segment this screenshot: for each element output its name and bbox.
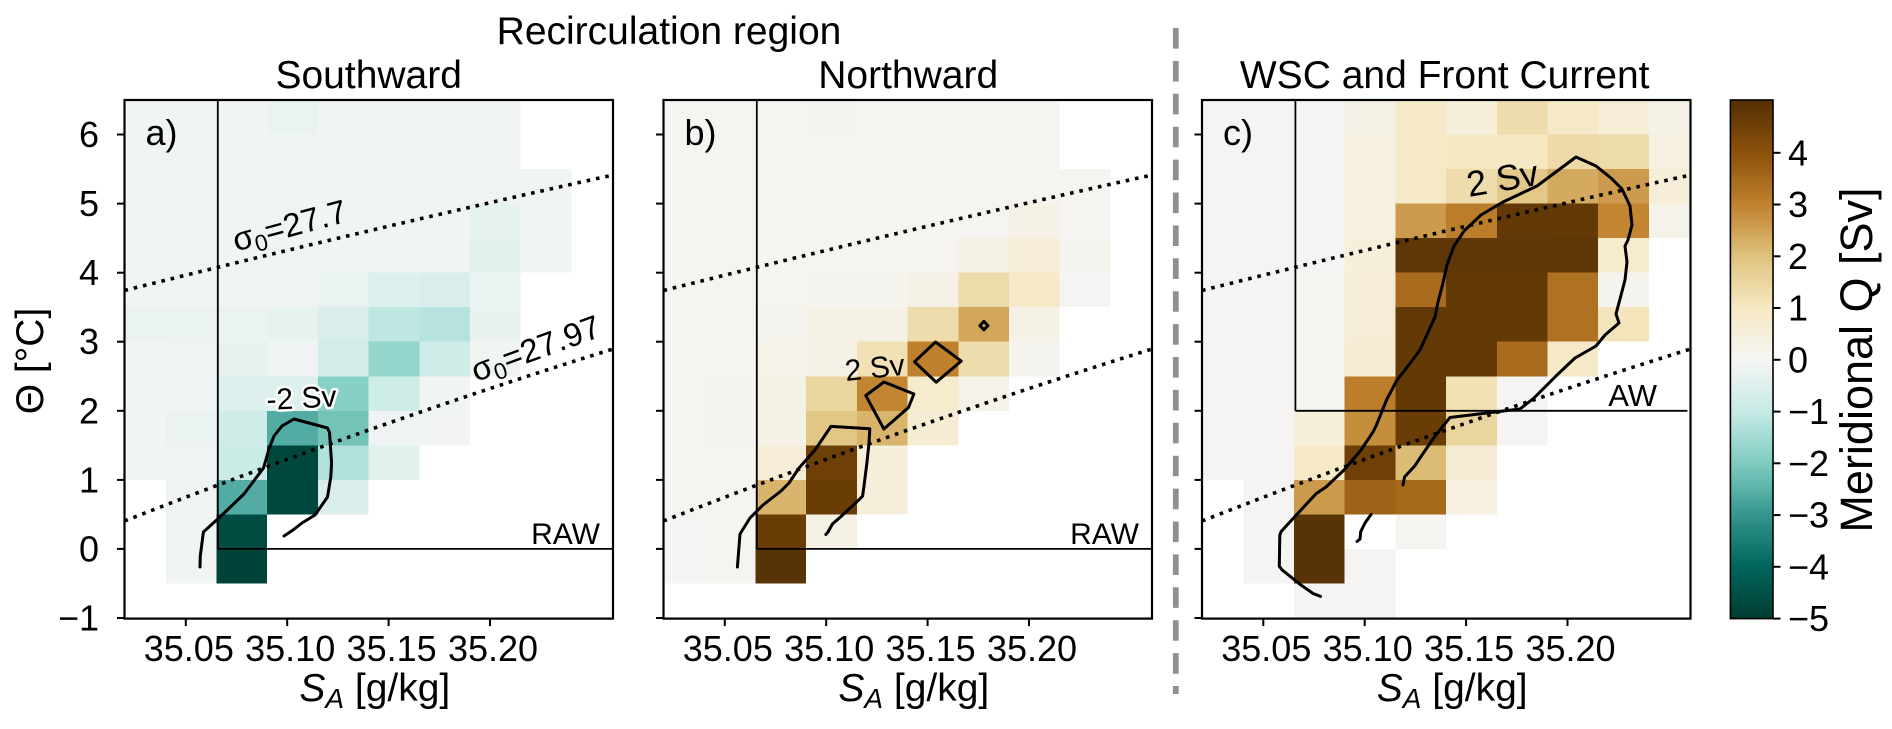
svg-text:35.10: 35.10 (1323, 628, 1413, 669)
svg-text:AW: AW (1608, 378, 1658, 413)
svg-text:SA [g/kg]: SA [g/kg] (1377, 667, 1528, 714)
svg-text:0: 0 (79, 528, 99, 569)
svg-text:1: 1 (79, 459, 99, 500)
svg-text:5: 5 (79, 183, 99, 224)
svg-text:35.20: 35.20 (448, 628, 538, 669)
svg-text:1: 1 (1788, 288, 1808, 329)
svg-text:6: 6 (79, 114, 99, 155)
svg-text:−5: −5 (1788, 598, 1829, 639)
svg-text:−3: −3 (1788, 495, 1829, 536)
svg-text:2: 2 (79, 390, 99, 431)
svg-text:a): a) (146, 112, 178, 153)
svg-text:35.05: 35.05 (144, 628, 234, 669)
svg-text:35.20: 35.20 (987, 628, 1077, 669)
svg-text:Northward: Northward (818, 54, 998, 97)
svg-text:35.05: 35.05 (683, 628, 773, 669)
svg-text:c): c) (1223, 112, 1253, 153)
svg-text:Θ [°C]: Θ [°C] (9, 308, 52, 415)
svg-text:Southward: Southward (275, 54, 461, 97)
svg-text:35.10: 35.10 (245, 628, 335, 669)
svg-text:4: 4 (1788, 132, 1808, 173)
svg-text:3: 3 (1788, 184, 1808, 225)
svg-text:RAW: RAW (1070, 518, 1140, 551)
svg-text:−1: −1 (1788, 391, 1829, 432)
svg-text:35.15: 35.15 (886, 628, 976, 669)
svg-text:WSC and Front Current: WSC and Front Current (1240, 54, 1650, 97)
svg-text:Meridional Q [Sv]: Meridional Q [Sv] (1831, 187, 1882, 532)
svg-text:4: 4 (79, 252, 99, 293)
svg-text:35.10: 35.10 (784, 628, 874, 669)
svg-text:SA [g/kg]: SA [g/kg] (299, 667, 450, 714)
svg-text:2 Sv: 2 Sv (843, 349, 906, 388)
svg-text:2: 2 (1788, 236, 1808, 277)
svg-text:0: 0 (1788, 339, 1808, 380)
svg-text:Recirculation region: Recirculation region (497, 10, 842, 53)
svg-text:35.05: 35.05 (1221, 628, 1311, 669)
svg-text:35.20: 35.20 (1525, 628, 1615, 669)
svg-text:−2: −2 (1788, 443, 1829, 484)
svg-text:-2 Sv: -2 Sv (266, 380, 338, 417)
svg-text:35.15: 35.15 (347, 628, 437, 669)
svg-text:−1: −1 (58, 598, 99, 639)
svg-text:35.15: 35.15 (1424, 628, 1514, 669)
svg-text:RAW: RAW (531, 518, 601, 551)
svg-text:−4: −4 (1788, 546, 1829, 587)
svg-text:SA [g/kg]: SA [g/kg] (838, 667, 989, 714)
svg-text:3: 3 (79, 321, 99, 362)
svg-text:b): b) (685, 112, 717, 153)
